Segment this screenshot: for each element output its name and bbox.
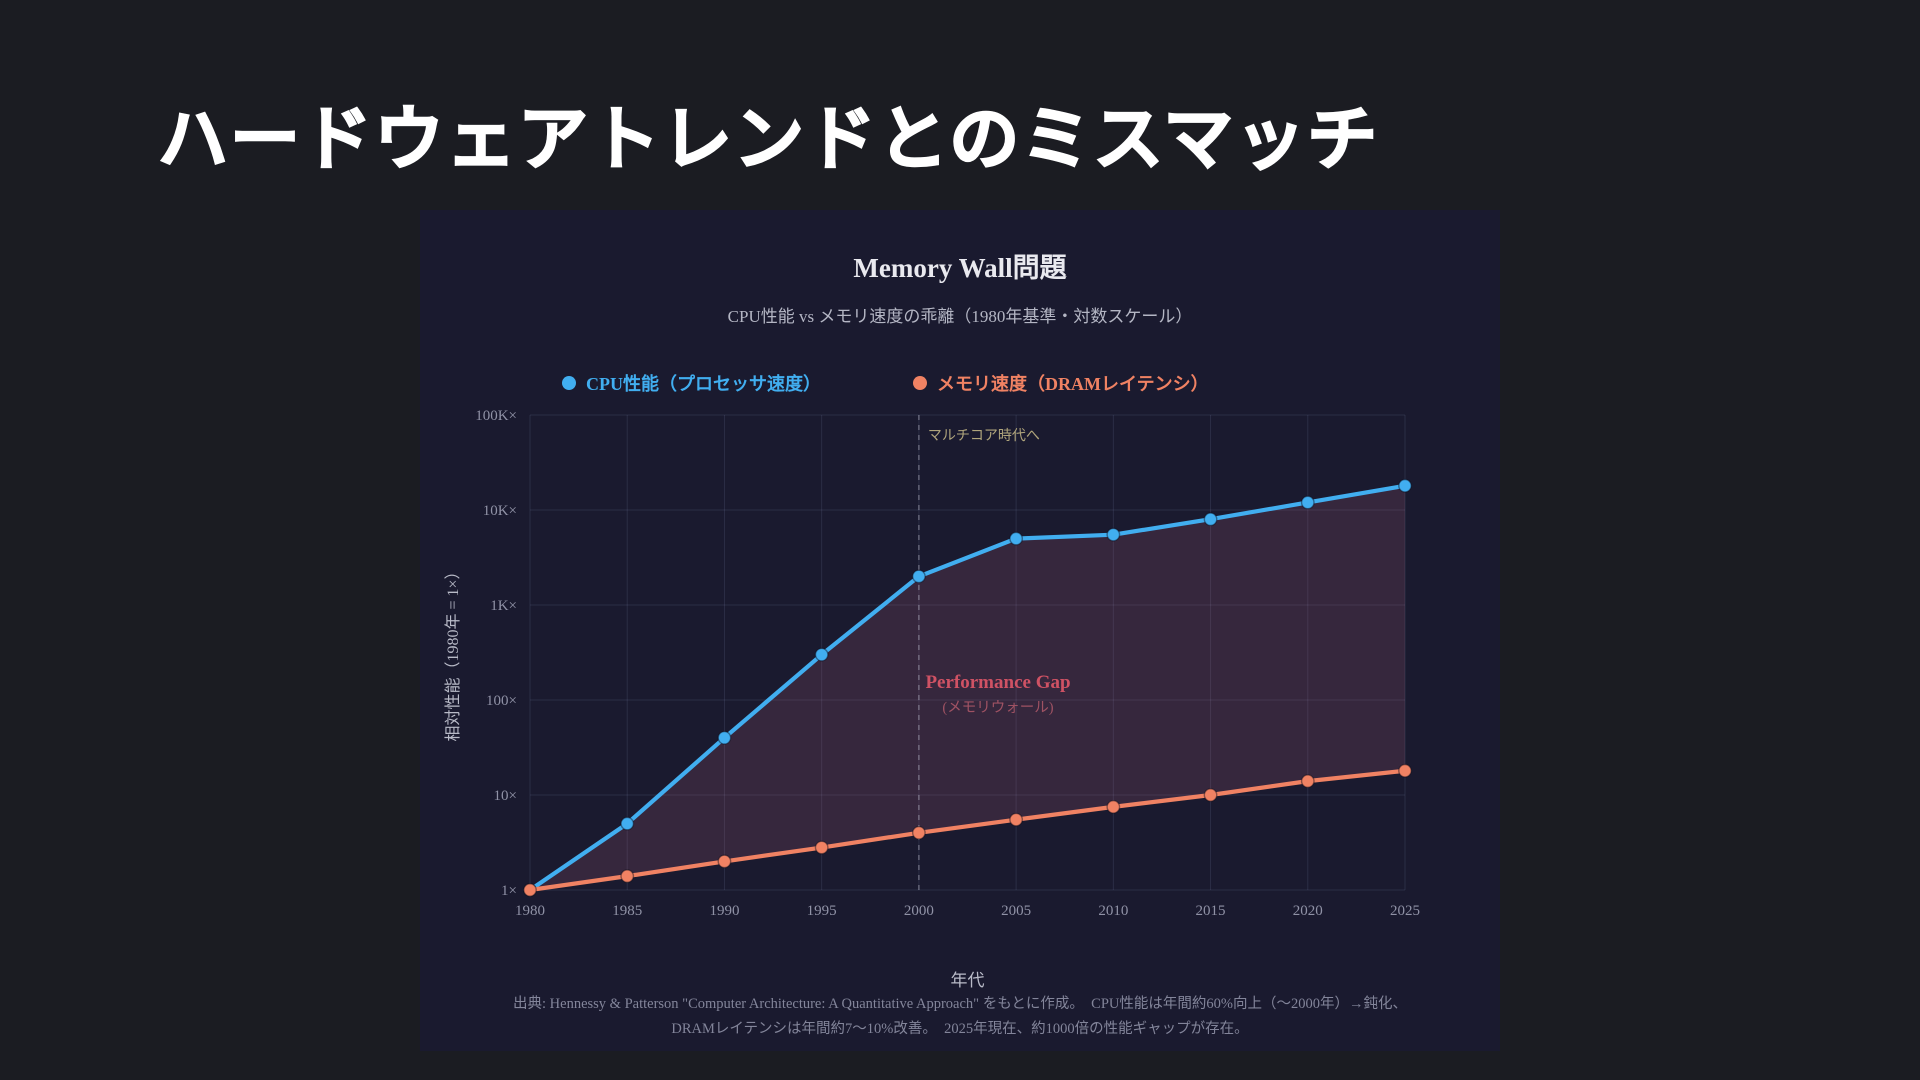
memory-point-1985 bbox=[620, 869, 635, 884]
performance-gap-area bbox=[530, 485, 1405, 890]
y-tick-label: 1× bbox=[501, 883, 517, 899]
x-tick-label: 1990 bbox=[709, 903, 739, 919]
x-tick-label: 2025 bbox=[1390, 903, 1420, 919]
slide-title: ハードウェアトレンドとのミスマッチ bbox=[157, 98, 1380, 180]
memory-point-1995 bbox=[814, 840, 829, 855]
source-footer: 出典: Hennessy & Patterson "Computer Archi… bbox=[420, 992, 1500, 1043]
source-footer-line2: DRAMレイテンシは年間約7〜10%改善。 2025年現在、約1000倍の性能ギ… bbox=[671, 1021, 1249, 1038]
cpu-point-1990 bbox=[717, 730, 732, 745]
memory-point-2005 bbox=[1009, 812, 1024, 827]
y-tick-label: 1K× bbox=[490, 598, 517, 614]
cpu-point-2005 bbox=[1009, 531, 1024, 546]
memory-legend-label: メモリ速度（DRAMレイテンシ） bbox=[937, 374, 1209, 394]
y-tick-label: 10K× bbox=[483, 503, 517, 519]
cpu-point-2025 bbox=[1398, 478, 1412, 493]
chart-subtitle: CPU性能 vs メモリ速度の乖離（1980年基準・対数スケール） bbox=[727, 307, 1193, 326]
memory-line bbox=[527, 768, 1408, 893]
x-tick-label: 2010 bbox=[1098, 903, 1128, 919]
y-tick-label: 100× bbox=[486, 693, 517, 709]
cpu-legend-label: CPU性能（プロセッサ速度） bbox=[586, 374, 821, 394]
memory-point-2010 bbox=[1106, 799, 1121, 814]
x-axis-title: 年代 bbox=[950, 971, 985, 990]
memory-legend-dot-icon bbox=[913, 376, 927, 390]
memory-point-2020 bbox=[1300, 774, 1315, 789]
chart-panel: Memory Wall問題 CPU性能 vs メモリ速度の乖離（1980年基準・… bbox=[420, 210, 1500, 1051]
chart-legend: CPU性能（プロセッサ速度） メモリ速度（DRAMレイテンシ） bbox=[562, 370, 1209, 396]
x-tick-label: 1985 bbox=[612, 903, 642, 919]
legend-item-cpu: CPU性能（プロセッサ速度） bbox=[562, 370, 821, 396]
x-tick-label: 2005 bbox=[1001, 903, 1031, 919]
x-tick-label: 2020 bbox=[1293, 903, 1323, 919]
x-tick-label: 2000 bbox=[904, 903, 934, 919]
x-tick-label: 1995 bbox=[807, 903, 837, 919]
memory-wall-sublabel: (メモリウォール) bbox=[942, 699, 1053, 716]
cpu-point-1985 bbox=[620, 816, 635, 831]
source-footer-line1: 出典: Hennessy & Patterson "Computer Archi… bbox=[513, 996, 1407, 1012]
performance-gap-label: Performance Gap bbox=[925, 672, 1070, 693]
x-tick-label: 2015 bbox=[1196, 903, 1226, 919]
chart-title: Memory Wall問題 bbox=[853, 253, 1067, 283]
cpu-legend-dot-icon bbox=[562, 376, 576, 390]
cpu-point-2010 bbox=[1106, 527, 1121, 542]
cpu-point-2015 bbox=[1203, 512, 1218, 527]
cpu-line bbox=[527, 483, 1408, 893]
cpu-point-1995 bbox=[814, 647, 829, 662]
y-axis-title: 相対性能（1980年 = 1×） bbox=[444, 563, 462, 741]
memory-point-1980 bbox=[523, 883, 537, 897]
memory-point-2025 bbox=[1398, 763, 1412, 778]
legend-item-memory: メモリ速度（DRAMレイテンシ） bbox=[913, 370, 1209, 396]
memory-point-2015 bbox=[1203, 788, 1218, 802]
cpu-point-2000 bbox=[911, 569, 926, 584]
cpu-point-2020 bbox=[1300, 495, 1315, 510]
memory-point-2000 bbox=[911, 825, 926, 840]
memory-point-1990 bbox=[717, 854, 732, 869]
memory-wall-plot: 1× 10× 100× 1K× 10K× 100K× 1980 1985 1990 1995 200… bbox=[444, 408, 1420, 919]
multicore-era-annotation: マルチコア時代へ bbox=[928, 428, 1040, 444]
y-tick-label: 100K× bbox=[475, 408, 517, 424]
y-tick-label: 10× bbox=[494, 788, 517, 804]
x-tick-label: 1980 bbox=[515, 903, 545, 919]
